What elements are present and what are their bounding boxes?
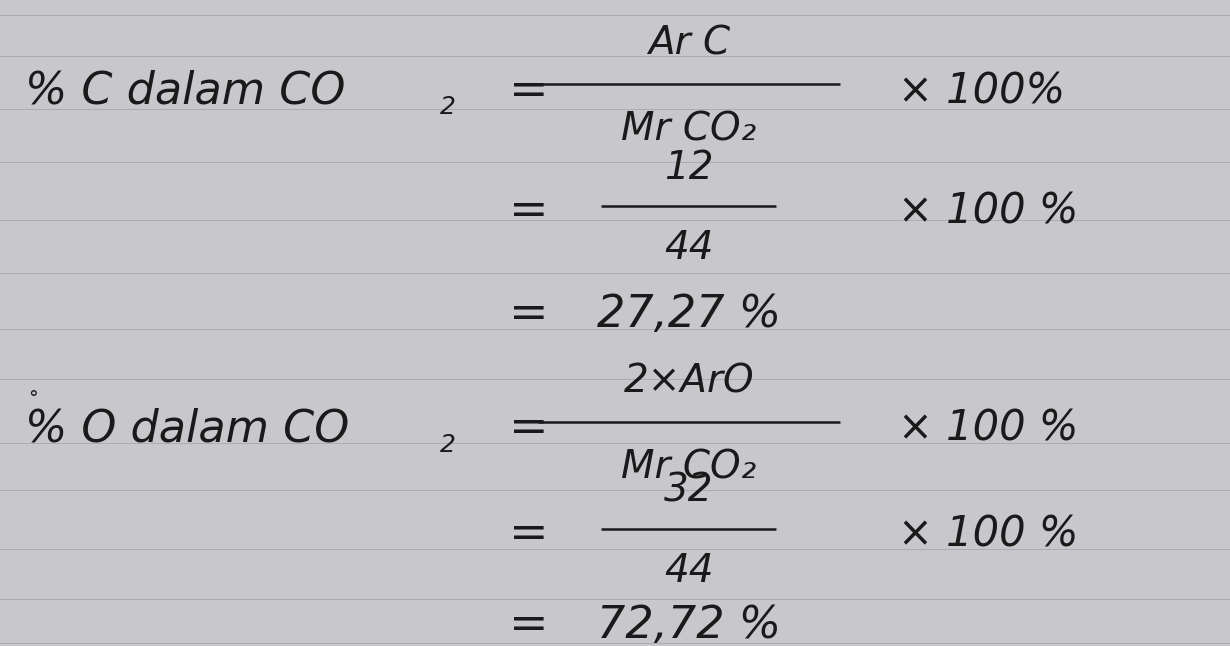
Text: 44: 44 bbox=[664, 552, 713, 590]
Text: =: = bbox=[509, 68, 549, 114]
Text: % C dalam CO: % C dalam CO bbox=[25, 70, 344, 112]
Text: Mr CO₂: Mr CO₂ bbox=[621, 111, 756, 149]
Text: 12: 12 bbox=[664, 149, 713, 187]
Text: × 100 %: × 100 % bbox=[898, 191, 1079, 233]
Text: × 100 %: × 100 % bbox=[898, 514, 1079, 556]
Text: × 100%: × 100% bbox=[898, 70, 1065, 112]
Text: 2×ArO: 2×ArO bbox=[624, 362, 754, 400]
Text: 44: 44 bbox=[664, 229, 713, 267]
Text: % O dalam CO: % O dalam CO bbox=[25, 407, 349, 450]
Text: =: = bbox=[509, 189, 549, 234]
Text: 27,27 %: 27,27 % bbox=[597, 293, 781, 336]
Text: 2: 2 bbox=[440, 96, 456, 120]
Text: 32: 32 bbox=[664, 472, 713, 510]
Text: × 100 %: × 100 % bbox=[898, 408, 1079, 450]
Text: Mr CO₂: Mr CO₂ bbox=[621, 448, 756, 486]
Text: Ar C: Ar C bbox=[648, 25, 729, 63]
Text: =: = bbox=[509, 406, 549, 451]
Text: °: ° bbox=[28, 389, 38, 408]
Text: =: = bbox=[509, 603, 549, 646]
Text: =: = bbox=[509, 292, 549, 337]
Text: 2: 2 bbox=[440, 433, 456, 457]
Text: 72,72 %: 72,72 % bbox=[597, 604, 781, 646]
Text: =: = bbox=[509, 512, 549, 557]
